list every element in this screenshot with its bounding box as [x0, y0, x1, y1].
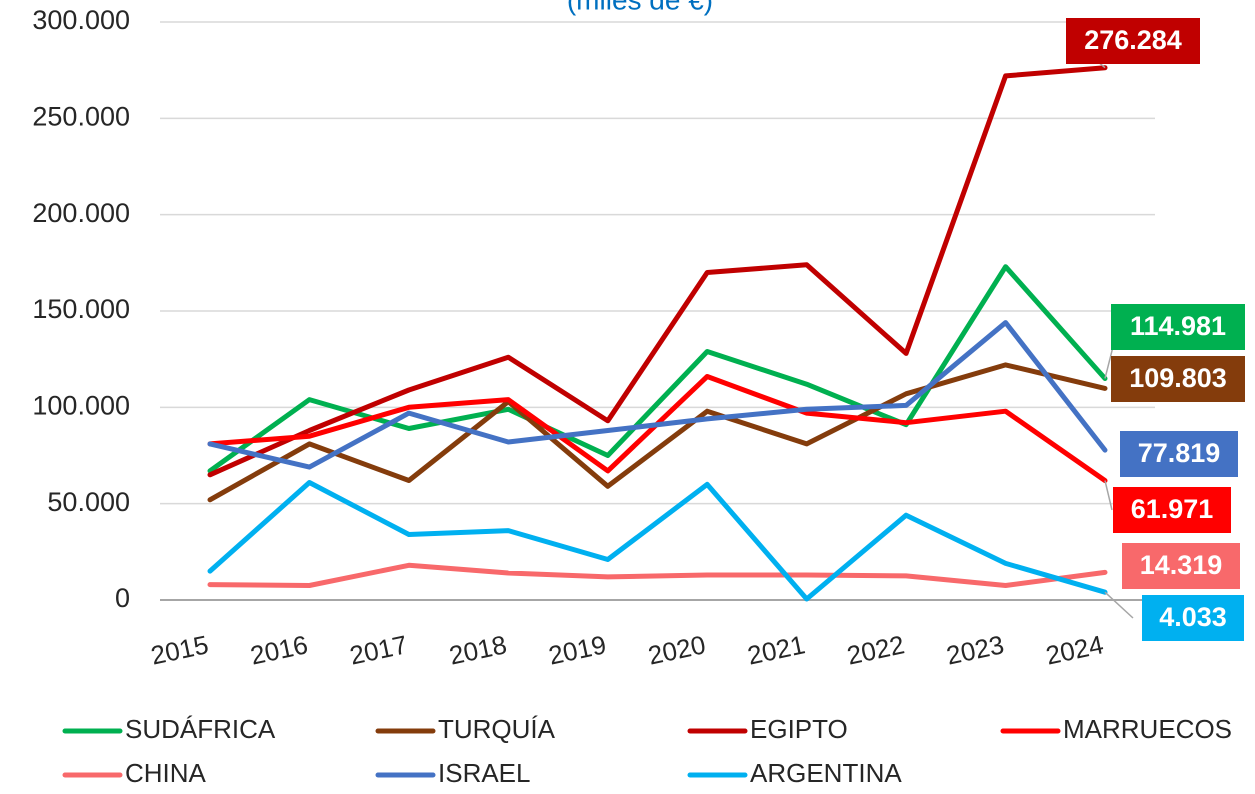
- legend-label: SUDÁFRICA: [125, 714, 276, 744]
- data-label-box: [1111, 356, 1245, 402]
- legend-label: ISRAEL: [438, 758, 531, 788]
- y-tick-label: 0: [115, 583, 130, 613]
- chart-subtitle: (miles de €): [567, 0, 713, 15]
- x-tick-label: 2016: [248, 629, 311, 670]
- data-label-box: [1113, 487, 1231, 533]
- legend-label: EGIPTO: [750, 714, 848, 744]
- data-label-box: [1122, 543, 1240, 589]
- data-label: 4.033: [1159, 602, 1227, 632]
- data-label-box: [1066, 18, 1200, 64]
- data-label: 77.819: [1138, 438, 1221, 468]
- series-line: [207, 480, 1108, 602]
- x-tick-label: 2021: [745, 629, 808, 670]
- y-tick-label: 200.000: [32, 198, 130, 228]
- x-tick-label: 2015: [148, 629, 211, 670]
- y-tick-label: 250.000: [32, 101, 130, 131]
- data-label: 61.971: [1131, 494, 1214, 524]
- legend-label: CHINA: [125, 758, 207, 788]
- data-label: 14.319: [1140, 550, 1223, 580]
- y-tick-label: 150.000: [32, 294, 130, 324]
- data-label-box: [1111, 304, 1245, 350]
- legend-label: TURQUÍA: [438, 714, 556, 744]
- series-line: [207, 562, 1108, 588]
- y-tick-label: 100.000: [32, 390, 130, 420]
- series-line: [207, 374, 1108, 484]
- leader-line: [1104, 480, 1113, 511]
- series-line: [207, 362, 1108, 503]
- legend-label: ARGENTINA: [750, 758, 902, 788]
- x-tick-label: 2022: [844, 629, 907, 670]
- series-line: [207, 320, 1108, 470]
- y-tick-label: 300.000: [32, 5, 130, 35]
- x-tick-label: 2019: [546, 629, 609, 670]
- series-line: [207, 264, 1108, 474]
- y-tick-label: 50.000: [47, 487, 130, 517]
- x-tick-label: 2023: [944, 629, 1007, 670]
- x-tick-label: 2018: [446, 629, 509, 670]
- data-label-box: [1142, 595, 1244, 641]
- data-label: 114.981: [1130, 311, 1226, 341]
- leader-line: [1104, 591, 1134, 619]
- data-label: 109.803: [1129, 363, 1227, 393]
- legend-label: MARRUECOS: [1063, 714, 1232, 744]
- series-line: [207, 65, 1108, 478]
- x-tick-label: 2017: [347, 629, 410, 670]
- x-tick-label: 2024: [1043, 629, 1106, 670]
- data-label-box: [1120, 431, 1238, 477]
- data-label: 276.284: [1084, 25, 1182, 55]
- x-tick-label: 2020: [645, 629, 708, 670]
